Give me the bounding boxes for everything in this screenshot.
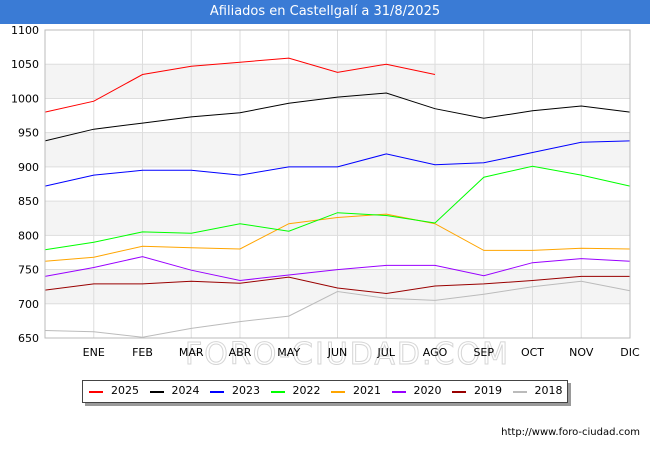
y-tick-label: 1000: [11, 92, 39, 105]
series-line-2021: [44, 213, 631, 262]
y-tick-label: 700: [18, 298, 39, 311]
series-line-2022: [44, 165, 631, 251]
watermark-layer: FORO-CIUDAD.COM: [185, 337, 510, 373]
series-line-2019: [44, 275, 630, 295]
footer-url: http://www.foro-ciudad.com: [501, 427, 640, 438]
x-tick-label: DIC: [620, 346, 640, 359]
y-tick-label: 900: [18, 161, 39, 174]
x-tick-label: JUN: [327, 346, 348, 359]
legend-swatch: [89, 391, 103, 393]
legend-swatch: [512, 391, 527, 393]
legend-swatch: [331, 391, 345, 393]
x-tick-label: OCT: [521, 346, 544, 359]
x-tick-label: SEP: [473, 346, 494, 359]
x-tick-label: FEB: [132, 346, 153, 359]
y-axis-ticks: 650 700 750 800 850 900 950 1000 1050 1100: [11, 24, 39, 345]
series-line-2024: [44, 92, 631, 142]
legend-label: 2024: [171, 384, 200, 397]
line-chart: FORO-CIUDAD.COM 650 700 750 800 850 900 950 100…: [11, 24, 640, 373]
x-axis-ticks: ENE FEB MAR ABR MAY JUN JUL AGO SEP OCT NOV DIC: [83, 346, 640, 359]
legend-label: 2018: [534, 384, 563, 397]
series-line-2020: [44, 256, 631, 282]
x-tick-label: JUL: [377, 346, 396, 359]
y-tick-label: 750: [18, 264, 39, 277]
y-tick-label: 1050: [11, 58, 39, 71]
legend-label: 2023: [232, 384, 260, 397]
legend-swatch: [452, 391, 466, 393]
series-line-2025: [44, 57, 436, 113]
x-tick-label: MAY: [277, 346, 300, 359]
x-tick-label: ENE: [83, 346, 105, 359]
chart-title: Afiliados en Castellgalí a 31/8/2025: [0, 0, 650, 24]
legend-label: 2025: [111, 384, 139, 397]
legend-swatch: [149, 391, 164, 393]
series-line-2018: [44, 280, 631, 338]
legend-label: 2022: [292, 384, 321, 397]
legend-swatch: [210, 391, 224, 393]
y-tick-label: 650: [18, 332, 39, 345]
y-tick-label: 950: [18, 127, 39, 140]
series-line-2023: [44, 140, 631, 187]
x-tick-label: MAR: [179, 346, 204, 359]
plot-frame: [44, 29, 631, 339]
x-tick-label: NOV: [569, 346, 594, 359]
axes: [44, 29, 631, 339]
legend-swatch: [270, 391, 285, 393]
legend-label: 2020: [413, 384, 442, 397]
legend-swatch: [391, 391, 406, 393]
y-tick-label: 1100: [11, 24, 39, 37]
legend-label: 2019: [474, 384, 502, 397]
y-tick-label: 850: [18, 195, 39, 208]
series-layer: [44, 57, 631, 338]
x-tick-label: AGO: [423, 346, 448, 359]
x-tick-label: ABR: [229, 346, 252, 359]
legend: 2025 2024 2023 2022 2021 2020 2019 2018: [82, 380, 568, 403]
watermark: FORO-CIUDAD.COM: [185, 337, 510, 372]
legend-label: 2021: [353, 384, 381, 397]
y-tick-label: 800: [18, 229, 39, 242]
